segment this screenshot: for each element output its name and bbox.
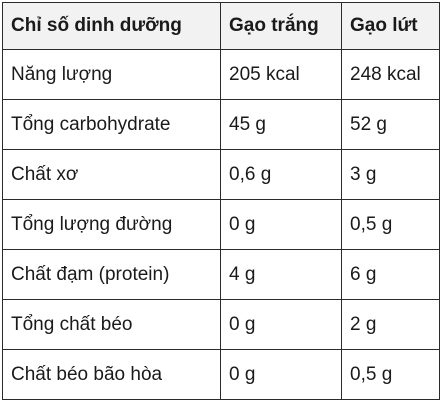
table-row: Tổng chất béo 0 g 2 g bbox=[2, 299, 440, 350]
white-rice-value: 0 g bbox=[220, 199, 342, 250]
brown-rice-value: 3 g bbox=[341, 149, 440, 200]
table-row: Chất xơ 0,6 g 3 g bbox=[2, 149, 440, 200]
nutrient-name: Chất đạm (protein) bbox=[2, 249, 221, 300]
brown-rice-value: 0,5 g bbox=[341, 349, 440, 400]
table-row: Chất đạm (protein) 4 g 6 g bbox=[2, 249, 440, 300]
nutrient-name: Tổng carbohydrate bbox=[2, 99, 221, 150]
header-white-rice: Gạo trắng bbox=[220, 2, 342, 50]
header-nutrient: Chỉ số dinh dưỡng bbox=[2, 2, 221, 50]
nutrient-name: Chất béo bão hòa bbox=[2, 349, 221, 400]
nutrient-name: Tổng chất béo bbox=[2, 299, 221, 350]
brown-rice-value: 0,5 g bbox=[341, 199, 440, 250]
table-row: Năng lượng 205 kcal 248 kcal bbox=[2, 49, 440, 100]
nutrient-name: Năng lượng bbox=[2, 49, 221, 100]
table-row: Tổng carbohydrate 45 g 52 g bbox=[2, 99, 440, 150]
header-brown-rice: Gạo lứt bbox=[341, 2, 440, 50]
brown-rice-value: 52 g bbox=[341, 99, 440, 150]
white-rice-value: 45 g bbox=[220, 99, 342, 150]
nutrient-name: Tổng lượng đường bbox=[2, 199, 221, 250]
white-rice-value: 205 kcal bbox=[220, 49, 342, 100]
white-rice-value: 0,6 g bbox=[220, 149, 342, 200]
brown-rice-value: 2 g bbox=[341, 299, 440, 350]
white-rice-value: 0 g bbox=[220, 349, 342, 400]
white-rice-value: 4 g bbox=[220, 249, 342, 300]
white-rice-value: 0 g bbox=[220, 299, 342, 350]
nutrition-table-container: Chỉ số dinh dưỡng Gạo trắng Gạo lứt Năng… bbox=[2, 2, 440, 400]
table-row: Chất béo bão hòa 0 g 0,5 g bbox=[2, 349, 440, 400]
table-row: Tổng lượng đường 0 g 0,5 g bbox=[2, 199, 440, 250]
nutrition-comparison-table: Chỉ số dinh dưỡng Gạo trắng Gạo lứt Năng… bbox=[2, 2, 440, 400]
nutrient-name: Chất xơ bbox=[2, 149, 221, 200]
brown-rice-value: 6 g bbox=[341, 249, 440, 300]
table-header-row: Chỉ số dinh dưỡng Gạo trắng Gạo lứt bbox=[2, 2, 440, 50]
brown-rice-value: 248 kcal bbox=[341, 49, 440, 100]
